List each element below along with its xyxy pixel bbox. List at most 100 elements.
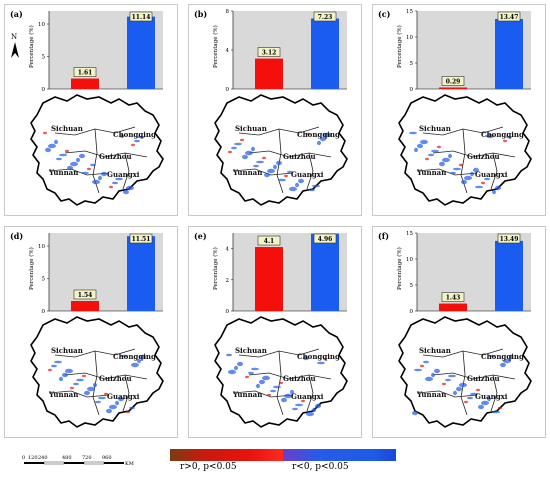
data-label: 13.49 <box>500 236 519 243</box>
significance-patch <box>470 392 478 396</box>
significance-patch <box>228 369 236 375</box>
province-label: Yunnan <box>232 168 262 177</box>
significance-patch <box>445 378 451 382</box>
significance-patch <box>228 150 232 154</box>
north-letter: N <box>11 33 17 41</box>
y-tick-label: 0 <box>410 309 414 315</box>
significance-patch <box>54 360 62 364</box>
y-tick-label: 0 <box>42 87 46 93</box>
significance-patch <box>315 403 321 409</box>
data-label-box <box>129 11 153 22</box>
province-boundary <box>122 374 130 412</box>
percentage-bar-chart: Percentage (%) 0 5 10 1.54 11.51 <box>28 233 163 315</box>
significance-patch <box>140 354 146 360</box>
province-label: Chongqing <box>297 130 340 139</box>
significance-patch <box>484 177 490 181</box>
significance-patch <box>87 167 91 171</box>
significance-patch <box>226 353 232 357</box>
significance-patch <box>417 143 423 149</box>
y-tick-label: 15 <box>406 231 413 237</box>
data-label-box <box>73 289 97 300</box>
significance-patch <box>137 135 145 139</box>
significance-patch <box>412 410 418 416</box>
province-label: Yunnan <box>48 390 78 399</box>
significance-patch <box>295 182 299 188</box>
significance-patch <box>506 135 512 139</box>
y-tick-label: 10 <box>406 35 413 41</box>
province-label: Chongqing <box>113 130 156 139</box>
province-label: Chongqing <box>297 352 340 361</box>
significance-patch <box>464 175 472 181</box>
significance-patch <box>312 407 316 413</box>
significance-patch <box>273 385 281 389</box>
significance-patch <box>267 393 271 397</box>
significance-patch <box>492 189 496 195</box>
significance-patch <box>481 400 489 406</box>
significance-patch <box>248 371 254 375</box>
significance-patch <box>287 170 293 174</box>
significance-patch <box>48 143 56 149</box>
significance-patch <box>70 161 78 167</box>
significance-patch <box>93 382 97 388</box>
significance-patch <box>420 139 428 145</box>
region-map: Sichuan Chongqing Guizhou Yunnan Guangxi <box>398 94 532 206</box>
significance-patch <box>303 355 309 361</box>
data-label: 1.61 <box>78 69 93 76</box>
data-label-box <box>313 11 337 22</box>
significance-patch <box>62 372 68 378</box>
significance-patch <box>253 164 259 168</box>
significance-patch <box>81 171 89 175</box>
province-boundary <box>64 372 148 380</box>
data-label: 4.1 <box>264 238 274 245</box>
data-label: 0.29 <box>446 78 461 85</box>
y-tick-label: 5 <box>42 277 46 283</box>
north-arrow-icon <box>11 42 19 58</box>
map-panel: (f) Percentage (%) 0 5 10 15 1.43 13.49 Sichuan C… <box>372 226 546 438</box>
significance-patch <box>431 149 439 153</box>
significance-patch <box>428 153 434 157</box>
percentage-bar-chart: Percentage (%) 0 5 10 15 0.29 13.47 <box>396 9 531 93</box>
significance-patch <box>92 179 100 185</box>
significance-patch <box>306 411 314 417</box>
significance-patch <box>234 142 242 146</box>
bar-positive <box>439 303 467 311</box>
province-label: Guangxi <box>475 392 508 401</box>
province-boundary <box>48 390 110 398</box>
significance-patch <box>251 367 259 371</box>
significance-patch <box>487 396 491 402</box>
significance-patch <box>76 378 84 382</box>
province-boundary <box>248 372 332 380</box>
significance-patch <box>115 400 119 406</box>
significance-patch <box>134 139 140 143</box>
significance-patch <box>54 139 58 145</box>
panel-letter: (b) <box>194 9 208 19</box>
province-boundary <box>122 152 130 190</box>
significance-patch <box>295 403 303 407</box>
significance-patch <box>495 185 501 191</box>
y-axis-label: Percentage (%) <box>28 247 35 290</box>
bar-negative <box>127 236 155 311</box>
legend-negative-label: r<0, p<0.05 <box>292 462 349 472</box>
scale-tick: 480 <box>62 455 72 461</box>
significance-patch <box>284 174 288 178</box>
percentage-bar-chart: Percentage (%) 0 5 10 1.61 11.14 <box>28 11 163 93</box>
bar-positive <box>255 58 283 89</box>
province-label: Yunnan <box>416 390 446 399</box>
province-label: Guangxi <box>107 170 140 179</box>
data-label-box <box>129 233 153 244</box>
province-label: Guizhou <box>283 374 316 383</box>
y-tick-label: 2 <box>226 278 230 284</box>
significance-patch <box>43 131 47 135</box>
significance-patch <box>456 386 462 392</box>
significance-patch <box>87 386 95 392</box>
scale-tick: 240 <box>38 455 48 461</box>
province-boundary <box>306 374 314 412</box>
scale-tick: 120 <box>28 455 38 461</box>
data-label: 7.23 <box>318 14 333 21</box>
significance-patch <box>323 357 327 361</box>
map-panel: (a) Percentage (%) 0 5 10 1.61 11.14 Sichuan Cho… <box>4 4 178 216</box>
significance-patch <box>453 390 457 396</box>
significance-patch <box>437 145 441 149</box>
significance-patch <box>259 379 265 385</box>
data-label: 11.51 <box>132 236 151 243</box>
